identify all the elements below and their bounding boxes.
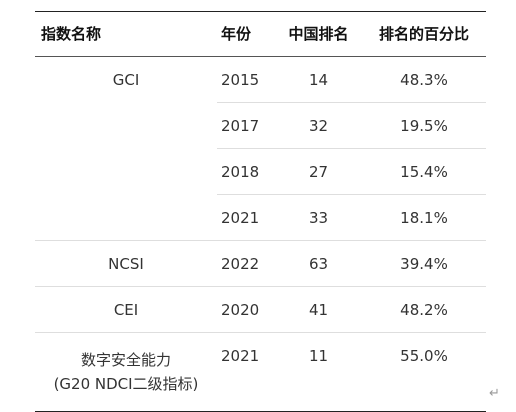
cell-year: 2017 xyxy=(217,102,275,149)
table-row: 2021 33 18.1% xyxy=(35,194,486,241)
cell-rank: 63 xyxy=(275,240,362,287)
header-year: 年份 xyxy=(217,11,275,57)
cell-percentage: 19.5% xyxy=(362,102,486,149)
cell-year: 2021 xyxy=(217,194,275,241)
cell-index-name: CEI xyxy=(35,286,217,333)
paragraph-mark-icon: ↵ xyxy=(489,386,500,401)
cell-index-name: GCI xyxy=(112,71,140,89)
cell-rank: 33 xyxy=(275,194,362,241)
cell-year: 2020 xyxy=(217,286,275,333)
index-name-line1: 数字安全能力 xyxy=(80,351,171,369)
cell-percentage: 18.1% xyxy=(362,194,486,241)
cell-index-name: NCSI xyxy=(35,240,217,287)
table-row: CEI 2020 41 48.2% xyxy=(35,286,486,333)
cell-rank: 14 xyxy=(308,70,329,89)
header-china-rank: 中国排名 xyxy=(275,11,362,57)
cell-year: 2022 xyxy=(217,240,275,287)
cell-percentage: 39.4% xyxy=(362,240,486,287)
cell-percentage: 15.4% xyxy=(362,148,486,195)
index-name-line2: (G20 NDCI二级指标) xyxy=(53,375,199,393)
cell-year: 2015 xyxy=(221,70,260,89)
cell-percentage: 55.0% xyxy=(362,332,486,412)
table-row: 2018 27 15.4% xyxy=(35,148,486,195)
table-header-row: 指数名称 年份 中国排名 排名的百分比 xyxy=(35,11,486,57)
cell-index-name: 数字安全能力 (G20 NDCI二级指标) xyxy=(35,332,217,412)
cell-percentage: 48.2% xyxy=(362,286,486,333)
cell-rank: 11 xyxy=(275,332,362,412)
header-rank-percentage: 排名的百分比 xyxy=(362,11,486,57)
table-row: 2017 32 19.5% xyxy=(35,102,486,149)
cell-rank: 41 xyxy=(275,286,362,333)
data-table: 指数名称 年份 中国排名 排名的百分比 GCI 2015 14 48.3% 20… xyxy=(35,11,486,412)
cell-rank: 27 xyxy=(275,148,362,195)
cell-percentage: 48.3% xyxy=(400,70,448,89)
cell-year: 2018 xyxy=(217,148,275,195)
table-row: NCSI 2022 63 39.4% xyxy=(35,240,486,287)
table-row: 数字安全能力 (G20 NDCI二级指标) 2021 11 55.0% xyxy=(35,332,486,412)
cell-rank: 32 xyxy=(275,102,362,149)
cell-year: 2021 xyxy=(217,332,275,412)
table-row: GCI 2015 14 48.3% xyxy=(35,57,486,103)
header-index-name: 指数名称 xyxy=(35,11,217,57)
